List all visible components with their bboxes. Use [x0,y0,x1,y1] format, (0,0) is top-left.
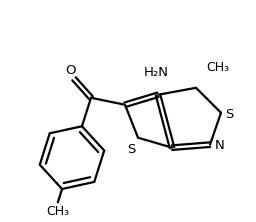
Text: H₂N: H₂N [144,66,168,79]
Text: CH₃: CH₃ [206,61,229,74]
Text: O: O [65,64,75,77]
Text: S: S [225,108,233,121]
Text: CH₃: CH₃ [46,205,69,218]
Text: S: S [127,143,135,156]
Text: N: N [215,139,225,152]
